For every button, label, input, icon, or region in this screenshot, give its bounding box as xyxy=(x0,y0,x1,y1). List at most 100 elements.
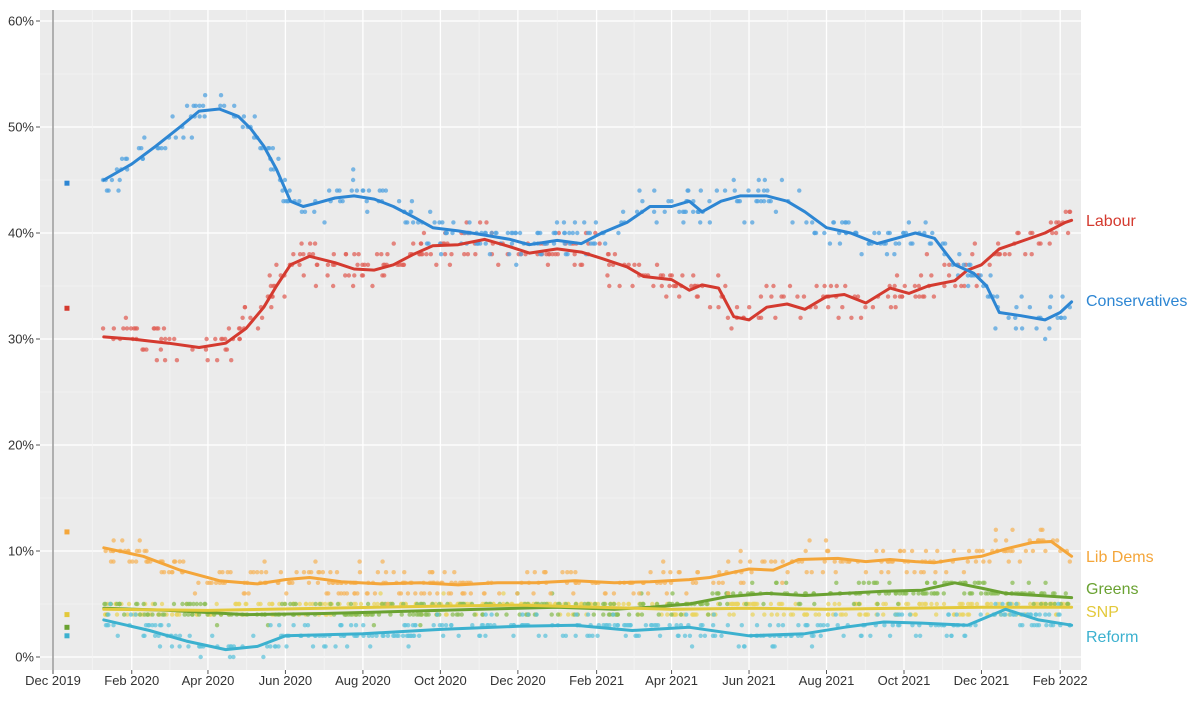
poll-dot xyxy=(707,220,713,225)
poll-dot xyxy=(236,326,242,331)
poll-dot xyxy=(924,252,930,257)
poll-dot xyxy=(480,612,485,617)
poll-dot xyxy=(171,559,177,564)
poll-dot xyxy=(411,633,417,638)
poll-dot xyxy=(780,623,786,628)
poll-dot xyxy=(587,230,593,236)
poll-dot xyxy=(960,601,965,607)
poll-dot xyxy=(686,188,691,193)
poll-dot xyxy=(933,612,939,617)
poll-dot xyxy=(424,241,430,246)
poll-dot xyxy=(299,209,305,214)
poll-dot xyxy=(996,252,1001,257)
poll-dot xyxy=(125,612,130,617)
poll-dot xyxy=(1067,209,1072,214)
poll-dot xyxy=(572,262,577,267)
x-tick-label: Oct 2021 xyxy=(878,673,931,688)
poll-dot xyxy=(220,336,225,342)
poll-dot xyxy=(267,273,272,278)
poll-dot xyxy=(305,623,311,628)
poll-dot xyxy=(690,580,696,585)
poll-dot xyxy=(358,601,364,607)
poll-dot xyxy=(444,612,449,617)
poll-dot xyxy=(769,559,774,564)
poll-dot xyxy=(698,220,703,225)
poll-dot xyxy=(962,633,967,638)
poll-dot xyxy=(893,305,898,310)
poll-dot xyxy=(906,220,912,225)
poll-dot xyxy=(531,591,536,596)
poll-dot xyxy=(170,570,175,575)
poll-dot xyxy=(993,326,998,331)
x-tick-label: Jun 2021 xyxy=(722,673,776,688)
poll-dot xyxy=(399,612,404,617)
poll-dot xyxy=(761,188,767,193)
poll-dot xyxy=(916,283,922,289)
poll-dot xyxy=(858,612,863,617)
poll-dot xyxy=(1038,527,1043,532)
poll-dot xyxy=(669,612,674,617)
poll-dot xyxy=(218,93,224,98)
poll-dot xyxy=(816,612,822,617)
poll-dot xyxy=(161,326,167,331)
poll-dot xyxy=(1043,601,1048,607)
poll-dot xyxy=(904,570,909,575)
poll-dot xyxy=(855,294,861,299)
poll-dot xyxy=(297,601,302,607)
poll-dot xyxy=(690,612,695,617)
poll-dot xyxy=(981,559,986,564)
poll-dot xyxy=(467,220,472,225)
poll-dot xyxy=(667,623,672,628)
poll-dot xyxy=(637,591,642,596)
poll-dot xyxy=(941,591,946,596)
poll-dot xyxy=(882,623,887,628)
poll-dot xyxy=(968,262,973,267)
poll-dot xyxy=(365,262,371,267)
poll-dot xyxy=(957,252,962,257)
poll-dot xyxy=(441,591,446,596)
poll-dot xyxy=(813,612,818,617)
poll-dot xyxy=(780,580,785,585)
poll-dot xyxy=(1008,548,1013,554)
poll-dot xyxy=(881,612,886,617)
poll-dot xyxy=(975,580,981,585)
poll-dot xyxy=(388,612,393,617)
poll-dot xyxy=(758,294,764,299)
poll-dot xyxy=(402,570,407,575)
poll-dot xyxy=(823,538,829,543)
poll-dot xyxy=(706,612,711,617)
x-tick-label: Feb 2022 xyxy=(1033,673,1088,688)
poll-dot xyxy=(301,570,307,575)
series-labels: Labour Conservatives Lib Dems Greens SNP Refo… xyxy=(1086,213,1187,646)
poll-dot xyxy=(838,612,843,617)
poll-dot xyxy=(340,199,345,204)
poll-dot xyxy=(103,601,108,607)
poll-dot xyxy=(623,623,628,628)
poll-dot xyxy=(787,283,793,289)
poll-dot xyxy=(494,612,500,617)
trend-line xyxy=(102,603,1074,612)
poll-dot xyxy=(1050,623,1056,628)
poll-dot xyxy=(160,612,165,617)
poll-dot xyxy=(357,559,362,564)
poll-dot xyxy=(1048,220,1054,225)
poll-dot xyxy=(324,591,329,596)
poll-dot xyxy=(793,601,798,607)
election-result-marker xyxy=(64,633,70,639)
poll-dot xyxy=(231,654,236,660)
poll-dot xyxy=(746,188,751,193)
poll-dot xyxy=(174,358,180,363)
poll-dot xyxy=(654,262,660,267)
poll-dot xyxy=(242,305,248,310)
poll-dot xyxy=(189,135,195,140)
poll-dot xyxy=(781,294,786,299)
poll-dot xyxy=(424,252,429,257)
poll-dot xyxy=(617,283,622,289)
poll-dot xyxy=(893,241,898,246)
poll-dot xyxy=(726,591,731,596)
poll-dot xyxy=(690,209,696,214)
poll-dot xyxy=(1058,315,1064,320)
poll-dot xyxy=(750,612,755,617)
poll-dot xyxy=(822,559,827,564)
poll-dot xyxy=(462,252,467,257)
